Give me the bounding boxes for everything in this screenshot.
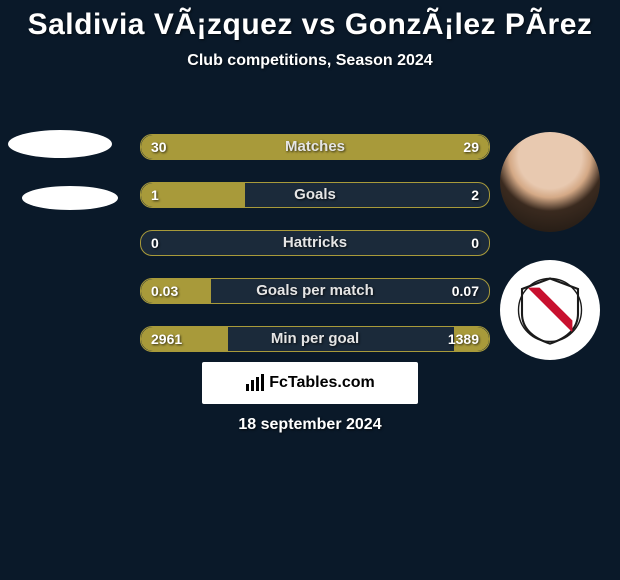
stat-label: Goals per match xyxy=(141,279,489,303)
stat-label: Matches xyxy=(141,135,489,159)
stat-row: 12Goals xyxy=(140,182,490,208)
stat-label: Goals xyxy=(141,183,489,207)
player-right-avatar xyxy=(500,132,600,232)
stats-panel: 3029Matches 12Goals 00Hattricks 0.030.07Goa… xyxy=(140,134,490,374)
footer-date: 18 september 2024 xyxy=(0,416,620,434)
bar-chart-icon xyxy=(245,374,265,392)
branding-text: FcTables.com xyxy=(269,374,375,392)
stat-label: Hattricks xyxy=(141,231,489,255)
stat-row: 00Hattricks xyxy=(140,230,490,256)
stat-row: 29611389Min per goal xyxy=(140,326,490,352)
page-subtitle: Club competitions, Season 2024 xyxy=(0,52,620,70)
player-right-club xyxy=(500,260,600,360)
page-title: Saldivia VÃ¡zquez vs GonzÃ¡lez PÃrez xyxy=(0,8,620,42)
stat-row: 3029Matches xyxy=(140,134,490,160)
river-plate-crest-icon xyxy=(515,275,585,345)
stat-label: Min per goal xyxy=(141,327,489,351)
stat-row: 0.030.07Goals per match xyxy=(140,278,490,304)
branding-box[interactable]: FcTables.com xyxy=(202,362,418,404)
player-left-club xyxy=(22,186,118,210)
player-left-avatar xyxy=(8,130,112,158)
